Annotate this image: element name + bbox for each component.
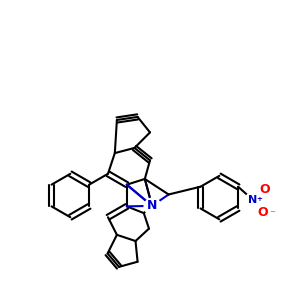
Text: ⁻: ⁻ [269, 209, 275, 219]
Text: N: N [248, 195, 257, 205]
Text: N: N [147, 200, 157, 212]
Text: +: + [257, 196, 262, 202]
Text: N: N [147, 200, 157, 212]
Text: O: O [260, 183, 270, 196]
Text: N: N [147, 200, 157, 212]
Text: O: O [258, 206, 268, 219]
